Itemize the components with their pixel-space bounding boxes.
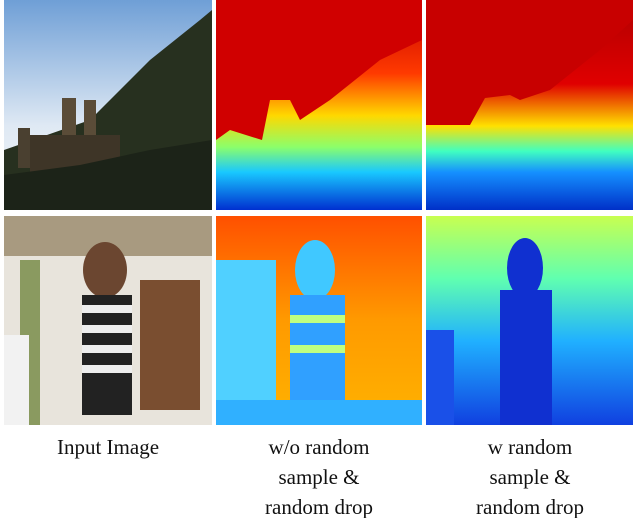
caption-line: sample &	[489, 465, 570, 489]
captions: Input Image w/o random sample & random drop…	[57, 435, 584, 518]
depth-map	[426, 216, 633, 425]
caption-line: sample &	[278, 465, 359, 489]
depth-map	[216, 0, 422, 210]
caption-line: w/o random	[269, 435, 370, 459]
caption-line: random drop	[265, 495, 373, 518]
caption-line: random drop	[476, 495, 584, 518]
depth-map	[426, 0, 633, 210]
caption-line: w random	[488, 435, 573, 459]
depth-map	[216, 216, 422, 425]
input-photo	[4, 216, 212, 425]
input-photo	[4, 0, 212, 210]
caption-line: Input Image	[57, 435, 159, 459]
